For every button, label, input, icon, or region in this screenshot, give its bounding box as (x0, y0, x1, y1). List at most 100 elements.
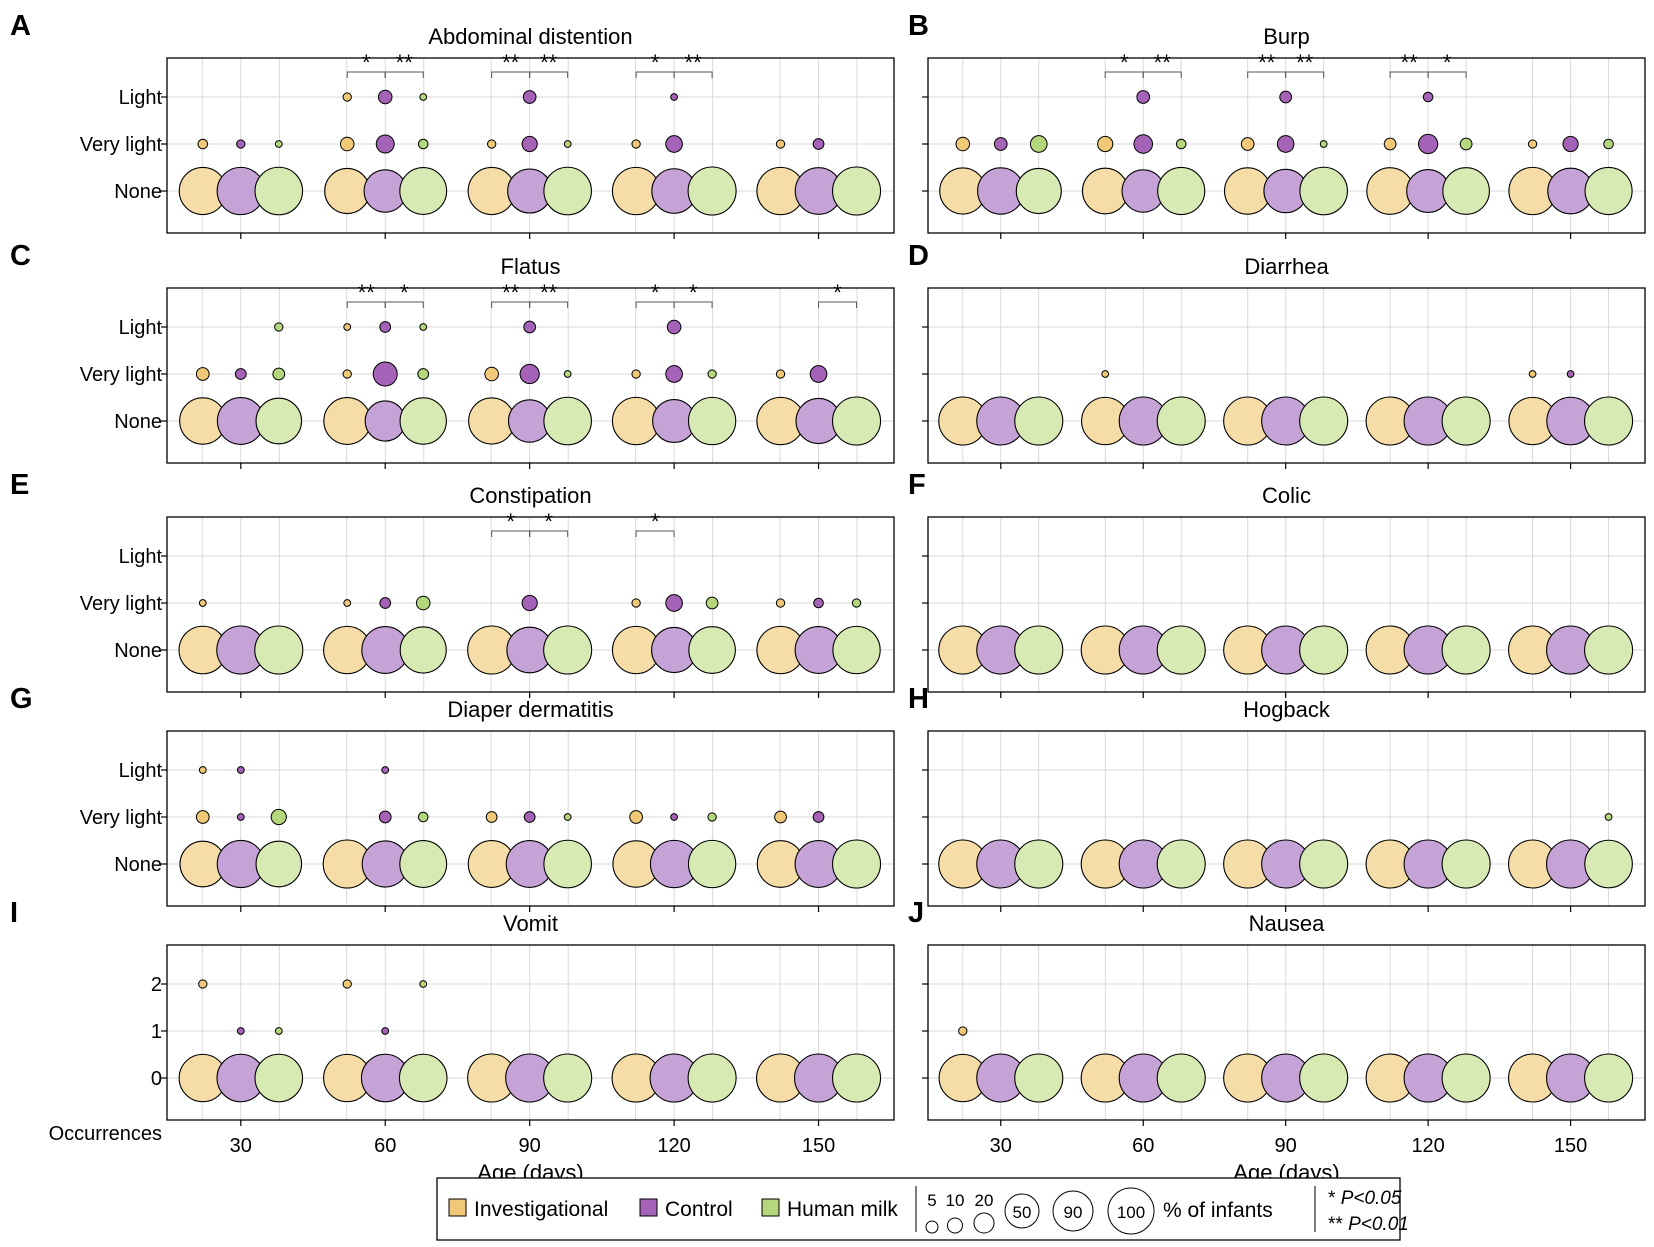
y-tick-label: 0 (151, 1068, 162, 1090)
bubble-control (1279, 90, 1293, 104)
bubble-human-milk (831, 839, 882, 889)
bubble-control (377, 89, 393, 105)
bubble-control (1136, 90, 1151, 104)
panel-title: Diarrhea (1244, 254, 1329, 279)
legend-swatch-ctl (639, 1198, 658, 1217)
significance-mark: * (651, 280, 660, 305)
bracket-right (529, 301, 569, 308)
bubble-human-milk (255, 840, 303, 888)
bubble-human-milk (563, 813, 572, 821)
bubble-investigational (198, 979, 208, 989)
bubble-human-milk (274, 322, 284, 332)
panel-frame (166, 944, 895, 1121)
bubble-investigational (343, 323, 352, 331)
bubble-human-milk (688, 626, 736, 674)
significance-mark: ** (502, 280, 520, 305)
size-legend-circle (973, 1212, 995, 1234)
bubble-investigational (631, 139, 641, 149)
bubble-human-milk (417, 811, 429, 823)
bubble-investigational (485, 811, 498, 823)
significance-legend-single: * P<0.05 (1328, 1188, 1402, 1209)
bracket-right (673, 301, 713, 308)
bubbles (938, 813, 1633, 889)
x-tick-label: 30 (990, 1135, 1012, 1157)
panel-title: Abdominal distention (428, 24, 632, 49)
bubble-investigational (343, 599, 352, 607)
bubble-human-milk (1441, 839, 1491, 889)
significance-bracket: ** ** (491, 280, 569, 308)
panel-frame (927, 516, 1646, 693)
significance-bracket: *** (635, 50, 713, 78)
significance-bracket: * * (635, 280, 713, 308)
bubble-control (670, 813, 678, 821)
panel-letter-i: I (10, 897, 18, 929)
significance-bracket: ** ** (1247, 50, 1325, 78)
bubble-control (236, 1027, 245, 1035)
bubble-human-milk (543, 839, 592, 889)
bubble-investigational (468, 397, 516, 445)
bubble-human-milk (1319, 140, 1328, 148)
x-tick-label: 150 (802, 1135, 835, 1157)
significance-threshold: P<0.01 (1348, 1214, 1409, 1235)
bubble-human-milk (1156, 396, 1206, 446)
bubble-investigational (342, 369, 352, 379)
bubble-investigational (197, 138, 209, 150)
significance-mark: * (833, 280, 842, 305)
panel-g: G Diaper dermatitis None Very light Light (10, 683, 895, 912)
significance-mark: * (506, 509, 515, 534)
significance-threshold: P<0.05 (1341, 1188, 1402, 1209)
significance-mark: ** (1258, 50, 1276, 75)
bubble-human-milk (1156, 1053, 1206, 1103)
bubble-human-milk (563, 370, 572, 378)
y-tick-label: None (114, 854, 162, 876)
y-axis-label: Occurrences (49, 1123, 162, 1145)
x-tick-label: 60 (374, 1135, 396, 1157)
bubble-human-milk (687, 839, 737, 889)
bubble-human-milk (1014, 625, 1064, 675)
bubble-human-milk (687, 166, 737, 216)
significance-mark: * (689, 280, 698, 305)
bubble-investigational (339, 136, 355, 152)
significance-bracket: *** (346, 50, 424, 78)
bubble-human-milk (417, 368, 430, 380)
bubble-human-milk (1299, 166, 1348, 216)
bubble-human-milk (707, 812, 717, 822)
bubble-human-milk (543, 166, 592, 216)
significance-bracket: * (635, 509, 675, 537)
significance-mark: * (400, 280, 409, 305)
bubble-control (665, 594, 683, 612)
y-tick-label: Very light (80, 807, 163, 829)
bubble-human-milk (705, 596, 719, 610)
size-legend-circle (1107, 1187, 1155, 1235)
significance-symbol: ** (1328, 1214, 1348, 1235)
bubble-investigational (342, 979, 352, 989)
bubble-control (378, 810, 392, 824)
legend-swatch-inv (448, 1198, 467, 1217)
panel-letter-g: G (10, 683, 33, 715)
panel-title: Flatus (501, 254, 561, 279)
size-legend-label: 20 (975, 1191, 994, 1210)
bubble-human-milk (831, 396, 882, 446)
panel-b: B Burp* ** ** ** ** * (908, 10, 1646, 239)
y-tick-label: Light (119, 760, 163, 782)
legend-swatch-hm (761, 1198, 780, 1217)
bubble-human-milk (399, 626, 447, 674)
bubble-control (236, 139, 246, 149)
bubble-control (364, 400, 406, 442)
x-tick-label: 150 (1554, 1135, 1587, 1157)
size-legend-label: 50 (1013, 1203, 1032, 1222)
bubbles (938, 1026, 1634, 1103)
bubble-human-milk (1584, 166, 1633, 216)
bubble-control (665, 135, 683, 153)
bubble-investigational (629, 810, 643, 824)
legend-label-hm: Human milk (787, 1198, 898, 1221)
bubble-investigational (775, 369, 786, 379)
bubble-human-milk (255, 397, 303, 445)
bubble-human-milk (419, 93, 428, 101)
bubble-human-milk (832, 625, 881, 675)
bubble-control (519, 363, 540, 385)
bubble-human-milk (1299, 625, 1349, 675)
panel-title: Vomit (503, 911, 558, 936)
bubble-human-milk (1441, 625, 1491, 675)
